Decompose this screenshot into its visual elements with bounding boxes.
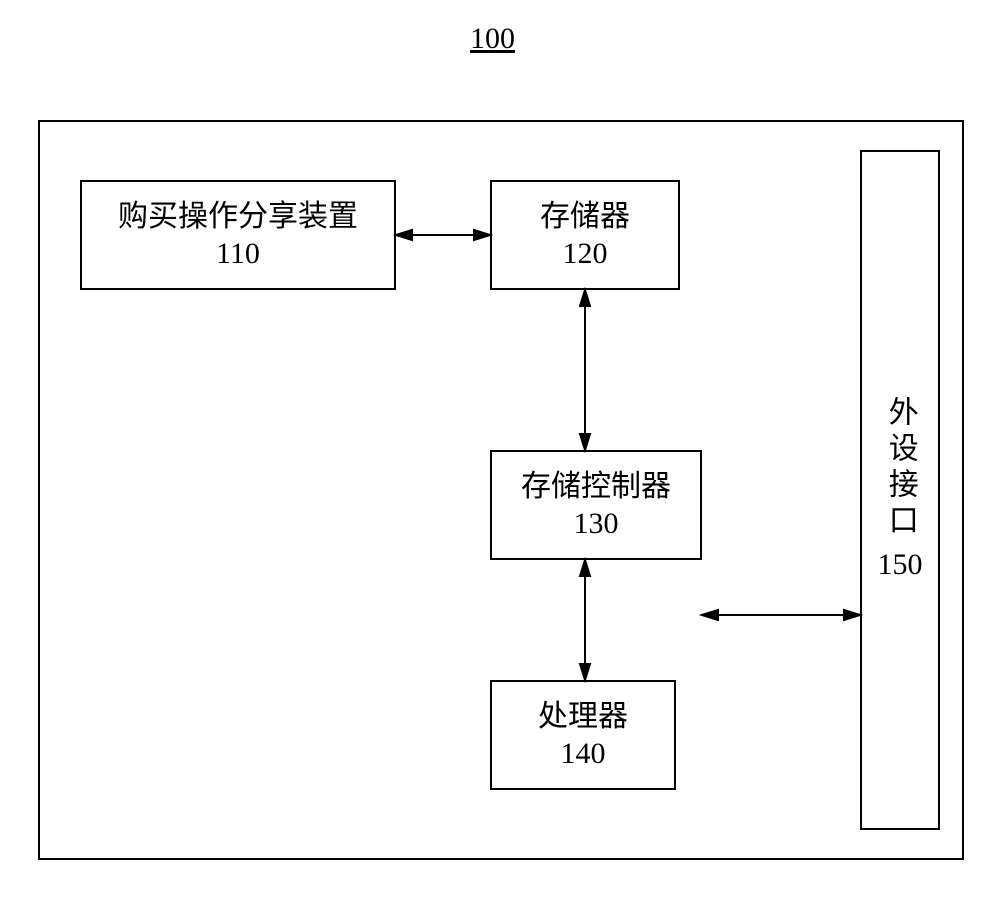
node-140-title: 处理器 <box>538 698 628 736</box>
figure-label: 100 <box>470 22 515 56</box>
node-150: 外设接口 150 <box>860 150 940 830</box>
diagram-canvas: 100 购买操作分享装置 110 存储器 120 存储控制器 130 处理器 1… <box>0 0 1000 914</box>
node-140-num: 140 <box>561 735 606 773</box>
node-120: 存储器 120 <box>490 180 680 290</box>
node-140: 处理器 140 <box>490 680 676 790</box>
node-150-num: 150 <box>878 546 923 584</box>
node-120-title: 存储器 <box>540 198 630 236</box>
node-130: 存储控制器 130 <box>490 450 702 560</box>
node-120-num: 120 <box>563 235 608 273</box>
node-130-title: 存储控制器 <box>521 468 671 506</box>
node-110: 购买操作分享装置 110 <box>80 180 396 290</box>
node-150-title: 外设接口 <box>881 396 919 540</box>
node-110-title: 购买操作分享装置 <box>118 198 358 236</box>
node-130-num: 130 <box>574 505 619 543</box>
node-110-num: 110 <box>216 235 260 273</box>
